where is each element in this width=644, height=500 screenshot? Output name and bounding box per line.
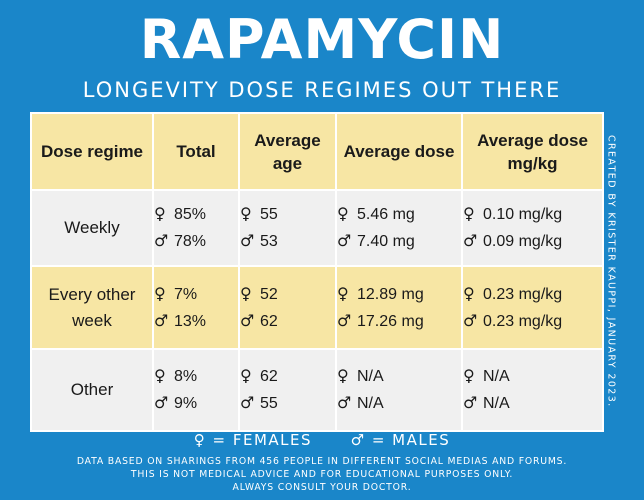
gender-legend: ♀ = FEMALES ♂ = MALES [0,431,644,449]
female-value: 55 [260,206,278,223]
male-value: 0.09 mg/kg [483,233,563,250]
male-icon: ♂ [337,393,352,412]
credit-text: CREATED BY KRISTER KAUPPI, JANUARY 2023. [605,134,617,408]
female-value: 7% [174,285,198,303]
table-row: Every other week ♀ 7% ♂ 13% ♀ 52 ♂ 62 ♀ 12.89… [30,265,604,350]
female-value: 8% [174,368,198,385]
age-cell: ♀ 62 ♂ 55 [238,348,337,432]
male-icon: ♂ [240,393,255,412]
female-icon: ♀ [240,283,252,303]
total-cell: ♀ 7% ♂ 13% [152,265,240,350]
female-icon: ♀ [463,283,475,303]
female-icon: ♀ [337,283,349,303]
female-value: 85% [174,206,207,223]
dose-cell: ♀ 5.46 mg ♂ 7.40 mg [335,189,463,267]
female-value: 0.10 mg/kg [483,206,563,223]
male-value: 62 [260,312,278,330]
male-icon: ♂ [463,310,478,330]
female-value: 62 [260,368,278,385]
male-value: 7.40 mg [357,233,415,250]
male-icon: ♂ [154,393,169,412]
male-value: 17.26 mg [357,312,424,330]
male-value: 9% [174,395,198,412]
dose-per-kg-cell: ♀ N/A ♂ N/A [461,348,604,432]
regime-name: Weekly [30,189,154,267]
female-icon: ♀ [154,283,166,303]
male-value: 0.23 mg/kg [483,312,563,330]
female-value: 0.23 mg/kg [483,285,563,303]
disclaimer: DATA BASED ON SHARINGS FROM 456 PEOPLE I… [0,455,644,494]
age-cell: ♀ 55 ♂ 53 [238,189,337,267]
female-value: 52 [260,285,278,303]
male-icon: ♂ [240,310,255,330]
total-cell: ♀ 8% ♂ 9% [152,348,240,432]
table-row: Weekly ♀ 85% ♂ 78% ♀ 55 ♂ 53 ♀ 5.46 mg ♂ 7.40 … [30,189,604,267]
disclaimer-line: THIS IS NOT MEDICAL ADVICE AND FOR EDUCA… [130,469,514,480]
male-value: 55 [260,395,278,412]
table-header-row: Dose regime Total Average age Average do… [30,112,604,191]
female-value: N/A [357,368,384,385]
female-icon: ♀ [337,366,349,385]
female-icon: ♀ [463,204,475,223]
legend-female-label: = FEMALES [212,431,313,449]
total-cell: ♀ 85% ♂ 78% [152,189,240,267]
age-cell: ♀ 52 ♂ 62 [238,265,337,350]
column-header: Total [152,112,240,191]
female-icon: ♀ [154,204,166,223]
disclaimer-line: ALWAYS CONSULT YOUR DOCTOR. [232,482,412,493]
legend-male-label: = MALES [371,431,451,449]
male-value: 13% [174,312,207,330]
column-header: Dose regime [30,112,154,191]
dose-per-kg-cell: ♀ 0.23 mg/kg ♂ 0.23 mg/kg [461,265,604,350]
column-header: Average dose [335,112,463,191]
page-title: RAPAMYCIN [139,8,505,71]
male-icon: ♂ [463,231,478,250]
male-icon: ♂ [240,231,255,250]
female-value: 12.89 mg [357,285,424,303]
female-icon: ♀ [240,204,252,223]
female-icon: ♀ [193,431,207,449]
male-icon: ♂ [337,310,352,330]
dose-cell: ♀ N/A ♂ N/A [335,348,463,432]
dose-regime-table: Dose regime Total Average age Average do… [30,112,604,432]
female-value: 5.46 mg [357,206,415,223]
dose-per-kg-cell: ♀ 0.10 mg/kg ♂ 0.09 mg/kg [461,189,604,267]
regime-name: Every other week [30,265,154,350]
page-subtitle: LONGEVITY DOSE REGIMES OUT THERE [82,78,562,102]
regime-name: Other [30,348,154,432]
female-icon: ♀ [240,366,252,385]
column-header: Average dose mg/kg [461,112,604,191]
male-icon: ♂ [350,431,366,449]
female-icon: ♀ [463,366,475,385]
disclaimer-line: DATA BASED ON SHARINGS FROM 456 PEOPLE I… [76,456,568,467]
male-icon: ♂ [154,231,169,250]
column-header: Average age [238,112,337,191]
female-icon: ♀ [337,204,349,223]
female-icon: ♀ [154,366,166,385]
table-row: Other ♀ 8% ♂ 9% ♀ 62 ♂ 55 ♀ N/A ♂ N/A ♀ N/A ♂ N/… [30,348,604,432]
male-value: N/A [357,395,384,412]
dose-cell: ♀ 12.89 mg ♂ 17.26 mg [335,265,463,350]
male-icon: ♂ [154,310,169,330]
male-value: 78% [174,233,207,250]
male-value: 53 [260,233,278,250]
male-icon: ♂ [337,231,352,250]
female-value: N/A [483,368,510,385]
male-icon: ♂ [463,393,478,412]
male-value: N/A [483,395,510,412]
